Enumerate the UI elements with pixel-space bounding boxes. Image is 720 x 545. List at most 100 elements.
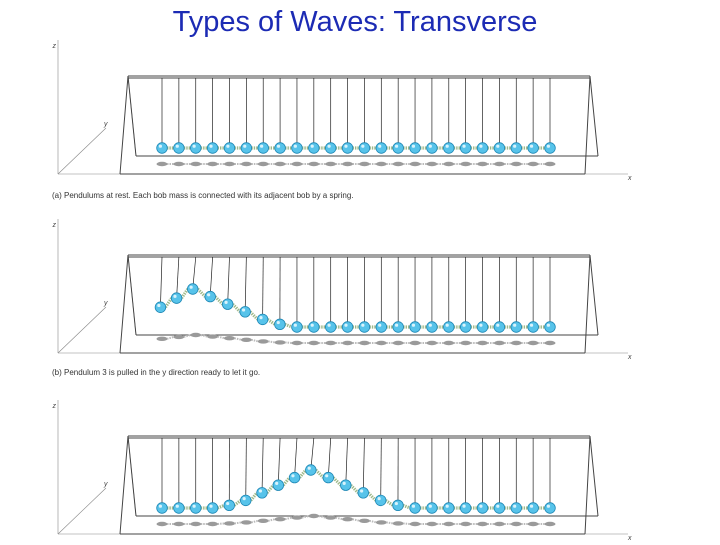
bob-highlight bbox=[547, 505, 550, 508]
bob-shadow bbox=[528, 522, 539, 526]
spring-shadow bbox=[218, 337, 225, 339]
pendulum-bob bbox=[325, 322, 336, 333]
pendulum-bob bbox=[157, 143, 168, 154]
pendulum-bob bbox=[325, 143, 336, 154]
bob-highlight bbox=[395, 502, 398, 505]
pendulum-bob bbox=[528, 143, 539, 154]
caption-b: (b) Pendulum 3 is pulled in the y direct… bbox=[52, 368, 260, 377]
bob-shadow bbox=[511, 162, 522, 166]
bob-shadow bbox=[275, 162, 286, 166]
bob-shadow bbox=[342, 341, 353, 345]
bob-highlight bbox=[259, 316, 262, 319]
pendulum-bob bbox=[224, 143, 235, 154]
bob-highlight bbox=[311, 145, 314, 148]
bob-shadow bbox=[545, 522, 556, 526]
pendulum-bob bbox=[207, 503, 218, 514]
pendulum-bob bbox=[292, 322, 303, 333]
bob-highlight bbox=[327, 145, 330, 148]
bob-shadow bbox=[359, 519, 370, 523]
spring-shadow bbox=[336, 518, 343, 520]
pendulum-bob bbox=[187, 284, 198, 295]
pendulum-bob bbox=[224, 500, 235, 511]
bob-highlight bbox=[226, 145, 229, 148]
spring-shadow bbox=[369, 521, 376, 523]
bob-highlight bbox=[193, 145, 196, 148]
pendulum-string bbox=[160, 257, 162, 307]
bob-highlight bbox=[429, 324, 432, 327]
spring bbox=[316, 470, 323, 478]
bob-shadow bbox=[511, 522, 522, 526]
bob-shadow bbox=[173, 335, 184, 339]
x-axis-label: x bbox=[627, 535, 632, 542]
spring bbox=[351, 485, 358, 493]
frame-left-support bbox=[120, 255, 136, 353]
bob-shadow bbox=[190, 162, 201, 166]
pendulum-diagram-c: zyx bbox=[0, 400, 720, 545]
bob-shadow bbox=[494, 522, 505, 526]
bob-shadow bbox=[477, 162, 488, 166]
x-axis-label: x bbox=[627, 354, 632, 361]
bob-highlight bbox=[378, 324, 381, 327]
bob-shadow bbox=[477, 341, 488, 345]
bob-shadow bbox=[426, 341, 437, 345]
bob-highlight bbox=[429, 505, 432, 508]
spring-shadow bbox=[285, 342, 292, 343]
bob-shadow bbox=[443, 162, 454, 166]
bob-highlight bbox=[209, 145, 212, 148]
bob-shadow bbox=[393, 162, 404, 166]
x-axis-label: x bbox=[627, 175, 632, 182]
bob-shadow bbox=[342, 162, 353, 166]
bob-shadow bbox=[376, 520, 387, 524]
bob-shadow bbox=[241, 162, 252, 166]
pendulum-bob bbox=[174, 503, 185, 514]
bob-shadow bbox=[376, 162, 387, 166]
bob-shadow bbox=[241, 520, 252, 524]
bob-highlight bbox=[209, 505, 212, 508]
bob-highlight bbox=[157, 304, 160, 307]
bob-highlight bbox=[530, 324, 533, 327]
bob-highlight bbox=[361, 324, 364, 327]
z-axis-label: z bbox=[52, 403, 57, 410]
spring bbox=[333, 478, 340, 486]
pendulum-bob bbox=[494, 322, 505, 333]
spring-shadow bbox=[353, 519, 360, 521]
pendulum-bob bbox=[410, 143, 421, 154]
bob-shadow bbox=[460, 162, 471, 166]
bob-highlight bbox=[462, 505, 465, 508]
pendulum-bob bbox=[545, 322, 556, 333]
pendulum-bob bbox=[358, 488, 369, 499]
bob-highlight bbox=[513, 505, 516, 508]
bob-shadow bbox=[443, 522, 454, 526]
bob-shadow bbox=[190, 522, 201, 526]
pendulum-bob bbox=[359, 143, 370, 154]
bob-shadow bbox=[342, 517, 353, 521]
pendulum-bob bbox=[443, 503, 454, 514]
pendulum-bob bbox=[460, 143, 471, 154]
frame-left-support bbox=[120, 76, 136, 174]
bob-highlight bbox=[224, 301, 227, 304]
bob-shadow bbox=[291, 162, 302, 166]
bob-shadow bbox=[359, 162, 370, 166]
bob-shadow bbox=[410, 162, 421, 166]
pendulum-bob bbox=[257, 488, 268, 499]
spring bbox=[285, 324, 292, 327]
spring-shadow bbox=[285, 518, 292, 520]
pendulum-bob bbox=[240, 307, 251, 318]
bob-highlight bbox=[513, 324, 516, 327]
bob-highlight bbox=[344, 145, 347, 148]
pendulum-bob bbox=[494, 143, 505, 154]
bob-highlight bbox=[308, 467, 311, 470]
frame-right-support bbox=[585, 76, 598, 174]
bob-shadow bbox=[224, 162, 235, 166]
bob-highlight bbox=[159, 505, 162, 508]
bob-highlight bbox=[190, 286, 193, 289]
spring bbox=[165, 298, 171, 307]
pendulum-bob bbox=[273, 480, 284, 491]
pendulum-bob bbox=[289, 472, 300, 483]
spring bbox=[283, 478, 289, 486]
frame-left-edge bbox=[128, 255, 136, 335]
pendulum-bob bbox=[528, 503, 539, 514]
pendulum-bob bbox=[190, 503, 201, 514]
bob-highlight bbox=[343, 482, 346, 485]
